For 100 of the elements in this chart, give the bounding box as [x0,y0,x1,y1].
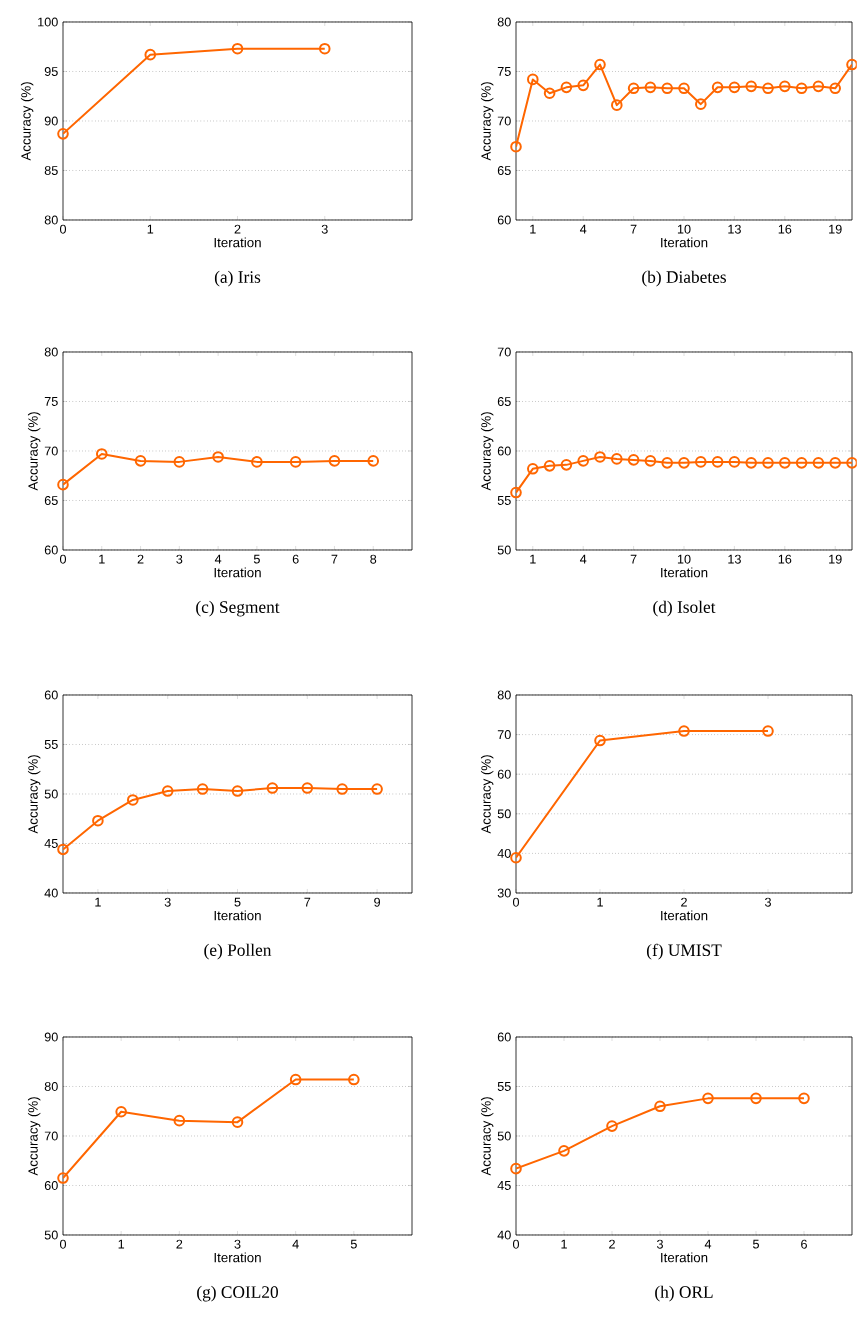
y-tick-label: 50 [497,809,511,819]
point [829,457,842,469]
x-tick-label: 3 [321,224,328,234]
x-tick-label: 1 [118,1239,125,1249]
point [695,456,707,468]
x-tick-label: 8 [370,554,377,564]
y-tick-label: 70 [497,116,511,126]
y-tick-label: 55 [44,740,58,749]
point [627,82,640,95]
point [644,455,657,467]
x-tick-label: 1 [530,224,536,234]
x-tick-label: 0 [60,224,67,234]
point [144,48,157,61]
y-axis-title: Accuracy (%) [481,412,494,491]
y-tick-label: 50 [497,1131,511,1141]
point [328,455,341,467]
x-tick-label: 10 [678,554,691,564]
y-tick-label: 60 [497,769,511,779]
x-tick-label: 7 [331,554,338,564]
point [348,1073,360,1086]
text: (e) Pollen [204,943,272,960]
x-axis-title: Iteration [214,237,261,248]
point [812,457,825,469]
x-tick-label: 5 [753,1239,760,1249]
x-axis-title: Iteration [661,237,708,248]
point [251,456,263,468]
y-tick-label: 80 [44,1082,58,1091]
y-tick-label: 70 [497,347,511,357]
x-tick-label: 2 [234,224,241,234]
point [161,785,174,797]
point [728,456,741,468]
point [661,82,674,95]
point [134,455,147,467]
point [762,457,774,469]
point [577,455,590,467]
x-tick-label: 1 [530,554,536,564]
text: (d) Isolet [653,600,716,617]
x-tick-label: 4 [580,554,587,564]
x-tick-label: 7 [630,224,637,234]
point [57,843,69,856]
point [115,1105,128,1118]
x-tick-label: 2 [609,1239,615,1249]
point [750,1092,762,1105]
point [678,457,690,469]
x-axis-title: Iteration [661,1252,708,1263]
point [231,42,244,55]
y-tick-label: 30 [497,888,511,898]
x-tick-label: 5 [350,1239,357,1249]
point [266,782,279,794]
point [745,80,758,93]
text: (f) UMIST [647,943,722,960]
point [371,783,383,795]
y-tick-label: 55 [497,496,511,505]
point [336,783,349,795]
text: (a) Iris [215,270,261,287]
y-tick-label: 65 [497,397,511,406]
x-tick-label: 4 [292,1239,299,1249]
point [678,725,690,737]
y-tick-label: 60 [44,1181,58,1190]
x-tick-label: 3 [164,897,171,907]
x-tick-label: 6 [292,554,299,564]
x-tick-label: 5 [234,897,241,907]
point [289,1073,302,1086]
x-tick-label: 3 [176,554,183,564]
point [762,82,774,95]
x-tick-label: 6 [801,1239,808,1249]
point [510,1162,522,1175]
x-tick-label: 1 [561,1239,567,1249]
y-axis-title: Accuracy (%) [21,82,34,161]
point [510,851,522,864]
y-axis-title: Accuracy (%) [28,1097,41,1176]
y-tick-label: 50 [497,545,511,555]
x-tick-label: 19 [829,224,842,234]
point [289,456,302,468]
y-tick-label: 75 [497,67,511,76]
y-tick-label: 80 [44,347,58,357]
x-tick-label: 10 [678,224,691,234]
point [301,782,314,794]
point [319,42,331,55]
x-tick-label: 0 [60,554,67,564]
y-tick-label: 40 [497,1230,511,1240]
point [711,81,724,94]
x-axis-title: Iteration [214,567,261,578]
y-tick-label: 65 [497,166,511,175]
x-tick-label: 7 [304,897,311,907]
y-axis-title: Accuracy (%) [28,412,41,491]
point [611,99,623,111]
point [644,81,657,94]
y-tick-label: 65 [44,496,58,505]
y-tick-label: 45 [44,839,58,848]
point [702,1092,714,1105]
point [92,814,104,827]
y-tick-label: 80 [497,690,511,700]
y-tick-label: 85 [44,166,58,175]
point [543,460,556,472]
x-axis-title: Iteration [214,910,261,921]
y-tick-label: 50 [44,1230,58,1240]
point [510,486,522,499]
point [795,457,808,469]
point [57,1172,69,1184]
